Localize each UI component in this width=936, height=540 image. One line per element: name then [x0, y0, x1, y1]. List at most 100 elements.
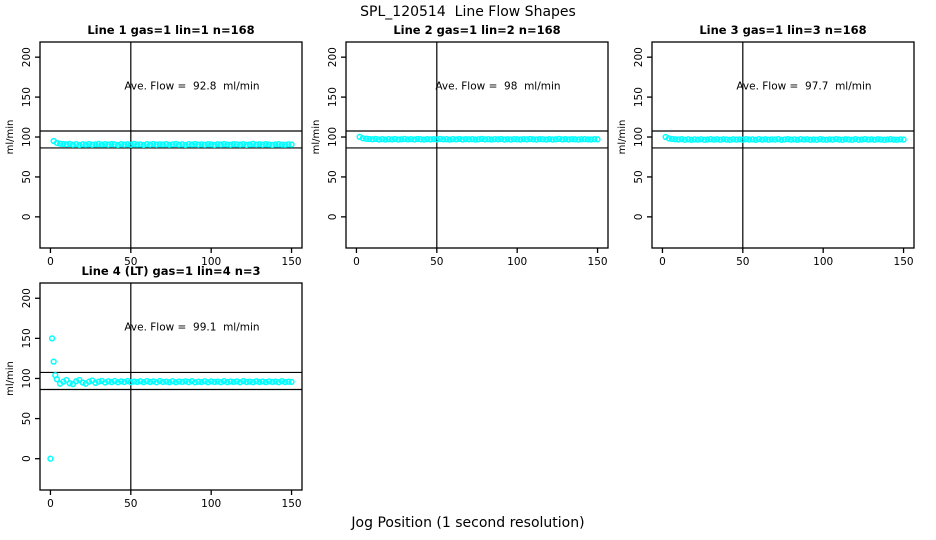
data-point — [265, 141, 273, 148]
data-point — [369, 136, 376, 143]
data-point — [182, 378, 189, 385]
y-axis-title: ml/min — [617, 120, 628, 155]
data-point — [69, 141, 77, 148]
data-point — [411, 136, 418, 143]
x-axis-tick-label: 0 — [659, 256, 666, 268]
data-point — [208, 141, 215, 148]
data-point — [124, 377, 131, 385]
data-point — [762, 136, 769, 143]
data-point — [240, 140, 247, 148]
data-point — [877, 136, 885, 143]
data-point — [530, 136, 537, 143]
data-point — [665, 135, 673, 142]
data-point — [188, 377, 196, 385]
y-axis-tick-label: 150 — [633, 87, 645, 107]
data-point — [208, 378, 215, 385]
data-point — [214, 378, 221, 385]
data-point — [63, 141, 70, 148]
data-point — [874, 136, 881, 143]
data-point — [501, 136, 508, 143]
data-point — [246, 378, 253, 385]
data-point — [105, 141, 112, 148]
data-point — [868, 136, 875, 143]
data-point — [662, 133, 669, 141]
data-point — [85, 140, 93, 148]
data-point — [401, 135, 408, 143]
data-point — [89, 141, 96, 148]
data-point — [105, 378, 112, 385]
data-point — [227, 141, 234, 148]
data-point-outlier — [50, 358, 57, 365]
x-axis-tick-label: 50 — [124, 498, 137, 510]
data-point — [92, 141, 99, 148]
data-point — [130, 378, 138, 385]
data-point — [114, 141, 122, 148]
data-point — [414, 135, 421, 143]
data-point — [95, 378, 102, 385]
data-point — [224, 378, 231, 386]
data-point — [156, 141, 163, 148]
y-axis-tick-label: 150 — [327, 87, 339, 107]
data-point — [865, 136, 872, 143]
data-point — [108, 140, 115, 148]
data-point — [169, 141, 176, 148]
data-point — [217, 379, 224, 386]
data-point — [452, 136, 460, 143]
data-point — [224, 141, 231, 148]
plot-box — [39, 282, 303, 491]
x-axis-tick-label: 150 — [894, 256, 914, 268]
data-point — [265, 378, 273, 385]
y-axis-tick-label: 50 — [21, 170, 33, 183]
y-axis-tick-label: 0 — [21, 455, 33, 462]
data-point — [398, 136, 405, 143]
data-point — [427, 136, 434, 143]
data-point — [118, 378, 125, 385]
x-axis-tick-label: 0 — [47, 256, 54, 268]
data-point — [272, 378, 279, 385]
average-flow-annotation: Ave. Flow = 92.8 ml/min — [124, 80, 259, 92]
data-point — [143, 377, 151, 385]
data-point — [211, 378, 218, 386]
data-point — [836, 136, 843, 143]
data-point — [781, 136, 788, 143]
data-point — [884, 136, 891, 143]
data-point — [887, 136, 894, 143]
data-point — [185, 378, 192, 386]
data-point — [549, 136, 556, 143]
data-points — [356, 133, 601, 143]
x-axis-tick-label: 150 — [282, 498, 302, 510]
data-point — [552, 136, 559, 143]
data-point — [179, 141, 186, 148]
y-axis-tick-label: 200 — [327, 47, 339, 67]
data-point — [134, 378, 141, 385]
data-point — [459, 136, 466, 143]
y-axis-tick-label: 100 — [21, 127, 33, 147]
data-point — [127, 141, 134, 148]
data-point — [478, 135, 485, 143]
y-axis-tick-label: 200 — [633, 47, 645, 67]
data-point — [259, 141, 266, 148]
data-point — [404, 136, 412, 143]
average-flow-annotation: Ave. Flow = 99.1 ml/min — [124, 322, 259, 334]
data-point — [842, 136, 849, 143]
data-point — [723, 136, 730, 143]
x-axis-tick-label: 50 — [736, 256, 749, 268]
data-point — [826, 136, 833, 143]
data-point — [195, 141, 202, 148]
data-point — [66, 380, 73, 387]
data-point — [855, 136, 862, 143]
data-point — [562, 136, 569, 143]
data-point — [832, 135, 840, 143]
data-point — [230, 141, 237, 148]
x-axis-tick-label: 100 — [813, 256, 833, 268]
data-point — [523, 136, 530, 143]
data-point — [98, 141, 106, 148]
data-point — [198, 141, 205, 148]
y-axis-tick-label: 150 — [21, 87, 33, 107]
data-point — [137, 378, 144, 385]
data-point — [172, 379, 179, 386]
data-point — [146, 141, 154, 148]
data-point — [701, 136, 708, 143]
data-point — [233, 378, 241, 385]
data-point — [713, 136, 721, 143]
